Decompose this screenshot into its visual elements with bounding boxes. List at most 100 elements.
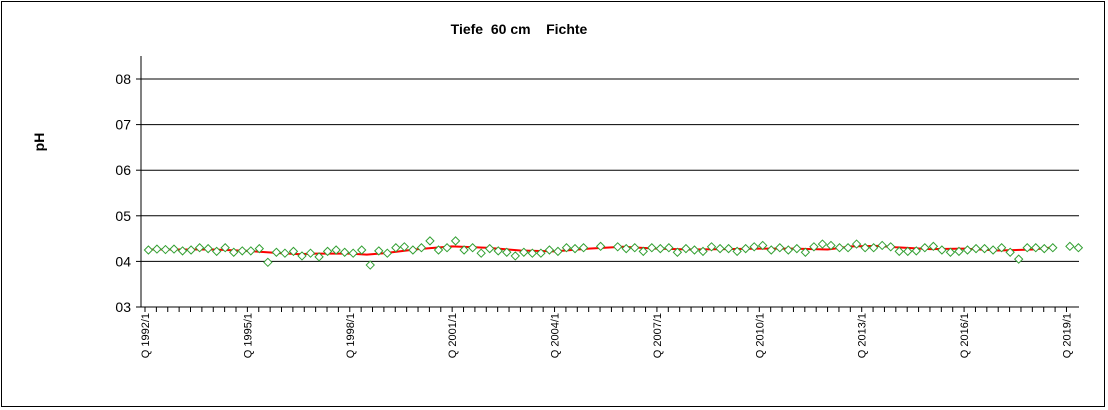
data-point	[408, 245, 418, 255]
x-tick-label: Q 2019/1	[1061, 313, 1073, 358]
y-tick-label: 07	[115, 117, 131, 133]
data-point	[860, 243, 870, 253]
data-point	[553, 246, 563, 257]
data-point	[211, 246, 222, 257]
data-point	[1005, 247, 1015, 257]
data-point	[945, 247, 956, 257]
data-point	[621, 243, 631, 254]
x-tick-label: Q 2013/1	[857, 313, 869, 358]
trend-line	[145, 244, 1050, 256]
data-point	[877, 240, 887, 251]
data-point	[246, 246, 256, 256]
data-point	[502, 247, 512, 257]
data-point	[775, 243, 785, 253]
data-point	[655, 243, 666, 254]
data-point	[280, 248, 290, 258]
data-point	[519, 247, 529, 257]
data-point	[664, 243, 674, 253]
data-point	[288, 246, 299, 257]
data-point	[715, 243, 725, 254]
data-point	[1065, 241, 1075, 252]
data-point	[996, 243, 1007, 253]
data-point	[425, 236, 435, 246]
data-point	[331, 245, 341, 255]
data-point	[1073, 243, 1084, 253]
x-tick-label: Q 1998/1	[345, 313, 357, 358]
data-point	[254, 243, 265, 254]
data-point	[834, 243, 845, 253]
data-point	[450, 236, 461, 246]
y-tick-label: 03	[115, 299, 131, 315]
data-point	[476, 248, 486, 258]
data-point	[1048, 243, 1058, 253]
data-point	[152, 244, 162, 254]
y-tick-label: 04	[115, 253, 131, 269]
data-point	[467, 243, 478, 253]
trend-line-path	[145, 244, 1050, 256]
plot-area	[141, 56, 1079, 307]
data-point	[937, 245, 947, 255]
data-point	[322, 246, 333, 257]
data-point	[169, 244, 179, 254]
data-point	[186, 245, 196, 255]
data-point	[297, 251, 307, 261]
data-point	[928, 241, 939, 252]
data-point	[826, 240, 836, 251]
x-tick-label: Q 2010/1	[754, 313, 766, 358]
data-point	[484, 243, 495, 254]
data-point	[723, 243, 734, 254]
data-point	[612, 242, 623, 252]
data-point	[843, 243, 853, 253]
data-point	[1031, 243, 1041, 253]
chart-title: Tiefe 60 cm Fichte	[451, 21, 588, 37]
data-point	[339, 247, 350, 257]
data-point	[416, 243, 427, 253]
data-point	[348, 248, 358, 258]
data-point	[382, 248, 393, 258]
data-point	[766, 245, 776, 255]
data-point	[459, 245, 469, 255]
data-point	[177, 246, 188, 256]
data-point	[263, 257, 273, 268]
data-point	[527, 248, 538, 258]
data-point	[203, 243, 213, 254]
data-point	[706, 242, 717, 252]
x-tick-label: Q 1992/1	[140, 313, 152, 358]
data-point	[885, 242, 896, 252]
data-point	[374, 246, 384, 256]
data-point	[681, 243, 691, 254]
data-point	[962, 245, 973, 255]
data-point	[732, 246, 742, 257]
data-point	[544, 245, 555, 255]
y-tick-labels: 08 07 06 05 04 03	[115, 71, 131, 315]
y-tick-label: 08	[115, 71, 131, 87]
data-point	[911, 246, 922, 256]
data-point	[851, 239, 862, 249]
gridlines	[141, 78, 1079, 262]
data-point	[271, 247, 282, 257]
data-points	[143, 236, 1084, 270]
data-point	[220, 243, 230, 253]
data-point	[194, 243, 205, 253]
data-point	[493, 246, 503, 256]
data-point	[536, 248, 546, 258]
data-point	[894, 246, 904, 257]
data-point	[979, 243, 990, 254]
data-point	[1022, 243, 1032, 253]
data-point	[630, 243, 640, 253]
x-tick-label: Q 2004/1	[550, 313, 562, 358]
data-point	[237, 246, 247, 256]
y-tick-label: 05	[115, 208, 131, 224]
data-point	[954, 246, 964, 257]
data-point	[314, 252, 324, 262]
data-point	[903, 246, 913, 257]
data-point	[229, 247, 239, 257]
data-point	[357, 245, 367, 255]
data-point	[391, 243, 401, 253]
data-point	[578, 243, 589, 253]
x-tick-label: Q 2016/1	[959, 313, 971, 358]
x-tick-label: Q 2001/1	[447, 313, 459, 358]
data-point	[399, 242, 410, 252]
